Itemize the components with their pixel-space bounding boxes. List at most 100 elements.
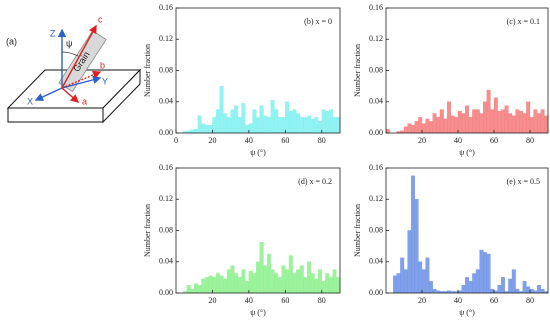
x-tick-label: 80 [318, 136, 326, 145]
bar [288, 110, 293, 134]
bar [393, 275, 397, 294]
y-tick-label: 0.08 [159, 65, 173, 74]
bar [479, 113, 484, 134]
bar [429, 281, 433, 294]
x-tick-label: 20 [418, 136, 426, 145]
panel: 0.00 0.04 0.08 0.12 0.16 20 40 60 80 (e) x = 0.5 ψ… [353, 163, 549, 317]
bar [292, 273, 297, 294]
bar [314, 278, 319, 294]
bar [212, 277, 217, 294]
bar [475, 269, 480, 294]
bar [328, 277, 333, 294]
vector-c [61, 24, 97, 89]
bar [515, 288, 520, 294]
bar [194, 283, 199, 294]
bar [475, 109, 480, 134]
x-tick-label: 60 [281, 136, 289, 145]
bar [314, 117, 319, 134]
bar [321, 109, 326, 134]
bar [472, 109, 477, 134]
panel: 0.00 0.04 0.08 0.12 0.16 20 40 60 80 (d) x = 0.2 ψ… [143, 163, 341, 317]
bar [296, 113, 301, 134]
bar [274, 273, 279, 294]
bar [303, 277, 308, 294]
bar [515, 109, 520, 134]
bar [266, 253, 271, 294]
grain: Grain [58, 30, 107, 93]
panel-title: (c) x = 0.1 [507, 17, 540, 26]
y-tick-label: 0.08 [369, 65, 383, 74]
bar [197, 115, 202, 134]
bar [317, 269, 322, 294]
bar [497, 285, 502, 294]
bar [288, 255, 293, 294]
bar [205, 277, 209, 294]
x-axis [34, 87, 63, 101]
bar [321, 281, 326, 294]
angle-arc [61, 51, 79, 57]
bar [215, 109, 220, 134]
bar [468, 117, 473, 134]
y-label: Y [102, 76, 108, 86]
bar [432, 113, 437, 134]
bar [237, 277, 242, 294]
bar [336, 117, 341, 134]
y-tick-label: 0.12 [369, 194, 383, 203]
bar [411, 175, 415, 294]
slab-side [102, 68, 141, 124]
bar [490, 288, 495, 294]
bar [540, 288, 545, 294]
panel: 0.00 0.04 0.08 0.12 0.16 20 40 60 80 (c) x = 0.1 ψ… [353, 3, 549, 157]
bar [450, 115, 455, 134]
angle-label: ψ [66, 38, 72, 48]
bar [461, 285, 466, 294]
bar [234, 105, 239, 134]
bar [226, 117, 231, 134]
y-tick-label: 0.16 [369, 3, 383, 12]
bar [259, 105, 264, 134]
b-label: b [100, 60, 105, 70]
bar [457, 110, 462, 134]
bar [208, 275, 213, 294]
bar [385, 128, 390, 134]
bar [263, 265, 268, 294]
bar [252, 273, 257, 294]
x-tick-label: 40 [245, 296, 253, 305]
x-axis-label: ψ (°) [250, 148, 266, 157]
panel: 0.00 0.04 0.08 0.12 0.16 0 20 40 60 80 (b) x = 0 ψ … [143, 3, 341, 157]
bar [230, 265, 235, 294]
bar [479, 249, 484, 294]
y-axis [61, 75, 102, 89]
y-tick-label: 0.08 [159, 225, 173, 234]
bar [526, 101, 531, 134]
bar [241, 269, 246, 294]
bar [508, 278, 513, 294]
bar [403, 269, 408, 294]
x-tick-label: 40 [245, 136, 253, 145]
x-axis-label: ψ (°) [459, 148, 475, 157]
bar [307, 261, 311, 294]
bar [501, 277, 505, 294]
bar [504, 105, 509, 134]
bar [285, 269, 290, 294]
x-tick-label: 60 [281, 296, 289, 305]
x-label: X [27, 96, 33, 106]
bar [270, 269, 275, 294]
bar [418, 117, 423, 134]
bar [511, 115, 516, 134]
y-tick-label: 0.00 [159, 288, 173, 297]
y-tick-label: 0.16 [159, 163, 173, 172]
y-tick-label: 0.04 [159, 97, 173, 106]
bar [197, 285, 202, 294]
bar [468, 281, 473, 294]
bar [248, 270, 253, 294]
bar [252, 109, 257, 134]
y-tick-label: 0.00 [369, 128, 383, 137]
bar [411, 125, 415, 134]
bar [421, 123, 426, 134]
y-tick-label: 0.00 [369, 288, 383, 297]
bar [190, 288, 195, 294]
bar [519, 110, 523, 134]
bar [425, 257, 430, 294]
bar [226, 269, 231, 294]
